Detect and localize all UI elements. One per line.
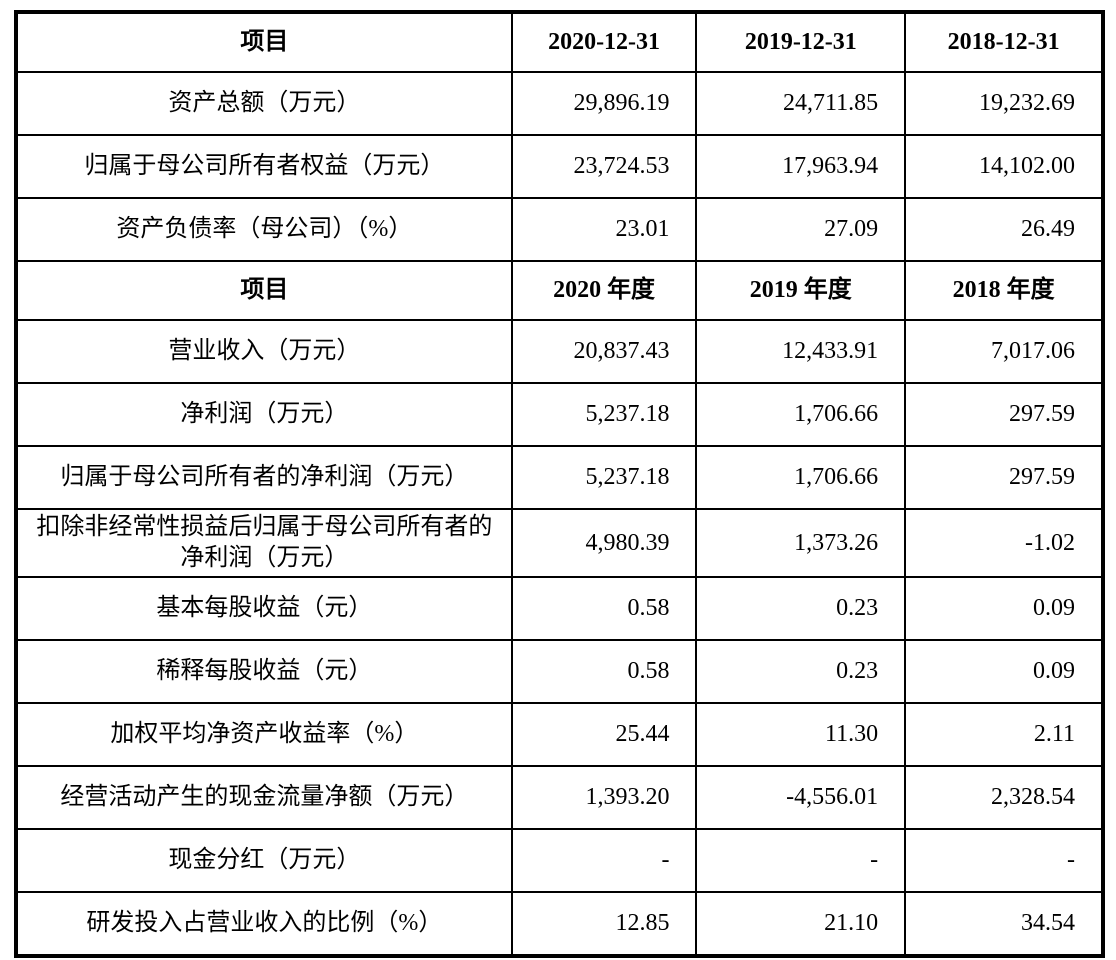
cell-value: 0.09	[904, 576, 1104, 642]
period-column-header: 2018-12-31	[904, 11, 1104, 73]
cell-value: 25.44	[510, 702, 698, 768]
cell-value: 297.59	[904, 382, 1104, 447]
period-column-header: 2018 年度	[904, 260, 1104, 321]
cell-value: 2.11	[904, 702, 1104, 768]
cell-value: 0.58	[510, 639, 698, 705]
cell-value: 0.23	[695, 576, 907, 642]
cell-value: 7,017.06	[904, 319, 1104, 384]
cell-value: 1,706.66	[695, 382, 907, 447]
cell-value: 1,373.26	[695, 507, 907, 579]
row-label: 加权平均净资产收益率（%）	[15, 702, 513, 768]
row-label: 净利润（万元）	[15, 382, 513, 447]
row-label: 经营活动产生的现金流量净额（万元）	[15, 765, 513, 831]
period-column-header: 2020 年度	[510, 260, 698, 321]
cell-value: 0.23	[695, 639, 907, 705]
cell-value: 17,963.94	[695, 134, 907, 199]
cell-value: -	[904, 828, 1104, 894]
cell-value: 14,102.00	[904, 134, 1104, 199]
item-column-header: 项目	[15, 11, 513, 73]
cell-value: 29,896.19	[510, 71, 698, 136]
row-label: 归属于母公司所有者权益（万元）	[15, 134, 513, 199]
cell-value: -	[695, 828, 907, 894]
row-label: 稀释每股收益（元）	[15, 639, 513, 705]
period-column-header: 2019 年度	[695, 260, 907, 321]
cell-value: -	[510, 828, 698, 894]
cell-value: -1.02	[904, 507, 1104, 579]
table-row: 基本每股收益（元） 0.58 0.23 0.09	[15, 576, 1104, 642]
cell-value: -4,556.01	[695, 765, 907, 831]
row-label: 营业收入（万元）	[15, 319, 513, 384]
table-row: 净利润（万元） 5,237.18 1,706.66 297.59	[15, 382, 1104, 447]
table-row: 资产负债率（母公司）（%） 23.01 27.09 26.49	[15, 197, 1104, 262]
cell-value: 5,237.18	[510, 445, 698, 510]
row-label: 资产总额（万元）	[15, 71, 513, 136]
cell-value: 24,711.85	[695, 71, 907, 136]
table-row: 资产总额（万元） 29,896.19 24,711.85 19,232.69	[15, 71, 1104, 136]
cell-value: 21.10	[695, 891, 907, 958]
cell-value: 23,724.53	[510, 134, 698, 199]
table-row: 研发投入占营业收入的比例（%） 12.85 21.10 34.54	[15, 891, 1104, 958]
cell-value: 11.30	[695, 702, 907, 768]
table-header-row: 项目 2020-12-31 2019-12-31 2018-12-31	[15, 11, 1104, 73]
financial-summary-table: 项目 2020-12-31 2019-12-31 2018-12-31 资产总额（万元）…	[14, 10, 1105, 959]
cell-value: 1,393.20	[510, 765, 698, 831]
cell-value: 2,328.54	[904, 765, 1104, 831]
table-row: 归属于母公司所有者的净利润（万元） 5,237.18 1,706.66 297.59	[15, 445, 1104, 510]
cell-value: 5,237.18	[510, 382, 698, 447]
cell-value: 27.09	[695, 197, 907, 262]
period-column-header: 2019-12-31	[695, 11, 907, 73]
financial-summary-table-body: 项目 2020-12-31 2019-12-31 2018-12-31 资产总额（万元）…	[15, 11, 1104, 958]
cell-value: 0.58	[510, 576, 698, 642]
cell-value: 12.85	[510, 891, 698, 958]
cell-value: 26.49	[904, 197, 1104, 262]
row-label: 扣除非经常性损益后归属于母公司所有者的净利润（万元）	[15, 507, 513, 579]
cell-value: 0.09	[904, 639, 1104, 705]
cell-value: 4,980.39	[510, 507, 698, 579]
table-row: 加权平均净资产收益率（%） 25.44 11.30 2.11	[15, 702, 1104, 768]
cell-value: 23.01	[510, 197, 698, 262]
table-row: 现金分红（万元） - - -	[15, 828, 1104, 894]
cell-value: 34.54	[904, 891, 1104, 958]
row-label: 研发投入占营业收入的比例（%）	[15, 891, 513, 958]
table-row: 稀释每股收益（元） 0.58 0.23 0.09	[15, 639, 1104, 705]
table-row: 经营活动产生的现金流量净额（万元） 1,393.20 -4,556.01 2,328.…	[15, 765, 1104, 831]
row-label: 归属于母公司所有者的净利润（万元）	[15, 445, 513, 510]
cell-value: 12,433.91	[695, 319, 907, 384]
cell-value: 297.59	[904, 445, 1104, 510]
cell-value: 20,837.43	[510, 319, 698, 384]
row-label: 现金分红（万元）	[15, 828, 513, 894]
table-row: 归属于母公司所有者权益（万元） 23,724.53 17,963.94 14,102.…	[15, 134, 1104, 199]
table-header-row: 项目 2020 年度 2019 年度 2018 年度	[15, 260, 1104, 321]
cell-value: 19,232.69	[904, 71, 1104, 136]
row-label: 基本每股收益（元）	[15, 576, 513, 642]
item-column-header: 项目	[15, 260, 513, 321]
table-row: 扣除非经常性损益后归属于母公司所有者的净利润（万元） 4,980.39 1,373.…	[15, 507, 1104, 579]
cell-value: 1,706.66	[695, 445, 907, 510]
row-label: 资产负债率（母公司）（%）	[15, 197, 513, 262]
period-column-header: 2020-12-31	[510, 11, 698, 73]
table-row: 营业收入（万元） 20,837.43 12,433.91 7,017.06	[15, 319, 1104, 384]
